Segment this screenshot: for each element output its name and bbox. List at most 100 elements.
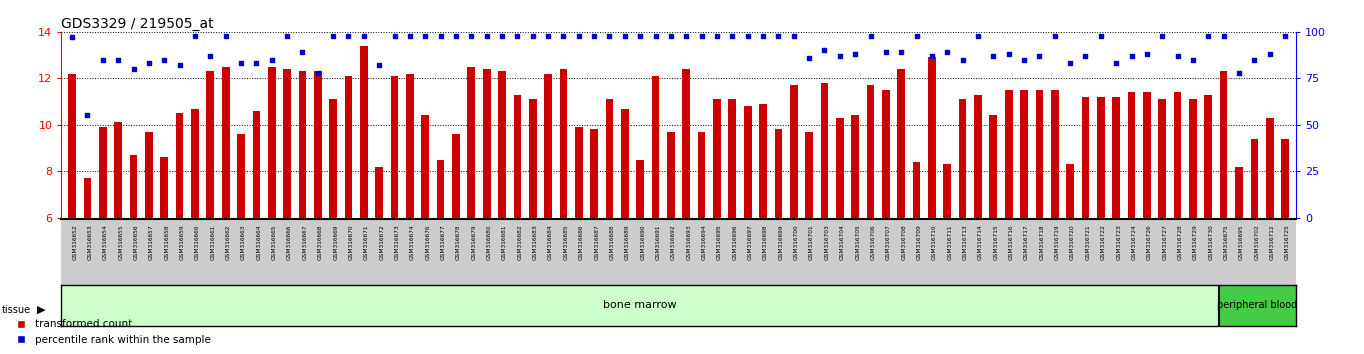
Point (1228, 70, 1249, 75)
Bar (790, 85, 798, 218)
Text: GSM316727: GSM316727 (1162, 225, 1168, 261)
Bar (483, 69, 491, 218)
Point (614, 33, 636, 39)
Bar (161, 157, 168, 218)
Text: GSM316652: GSM316652 (72, 225, 78, 260)
Text: GSM316726: GSM316726 (1147, 225, 1151, 260)
Point (522, 33, 544, 39)
Point (844, 51, 866, 57)
Text: GSM316716: GSM316716 (1009, 225, 1013, 260)
Text: GSM316674: GSM316674 (411, 225, 415, 260)
Bar (1067, 164, 1073, 218)
Text: GSM316718: GSM316718 (1039, 225, 1045, 260)
Point (921, 53, 943, 59)
Bar (83, 178, 91, 218)
Text: GSM316655: GSM316655 (119, 225, 123, 260)
Text: GSM316712: GSM316712 (1270, 225, 1275, 260)
Point (476, 33, 498, 39)
Legend: transformed count, percentile rank within the sample: transformed count, percentile rank withi… (12, 315, 216, 349)
Text: GSM316665: GSM316665 (271, 225, 277, 260)
Bar (989, 115, 997, 218)
Point (906, 33, 928, 39)
Bar (237, 134, 246, 218)
Bar (468, 67, 475, 218)
Point (1183, 57, 1204, 63)
Text: GSM316693: GSM316693 (686, 225, 692, 260)
Bar (390, 76, 398, 218)
Point (1166, 53, 1188, 59)
Point (660, 33, 682, 39)
Bar (698, 132, 705, 218)
Point (1043, 33, 1065, 39)
Bar (345, 76, 352, 218)
Bar (130, 155, 138, 218)
Point (184, 33, 206, 39)
Text: GSM316666: GSM316666 (286, 225, 292, 260)
Text: GSM316683: GSM316683 (533, 225, 537, 260)
Text: GSM316672: GSM316672 (379, 225, 385, 260)
Text: GSM316713: GSM316713 (963, 225, 967, 260)
Text: GSM316685: GSM316685 (563, 225, 569, 260)
Point (461, 33, 483, 39)
Text: GSM316692: GSM316692 (671, 225, 677, 260)
Point (690, 33, 712, 39)
Point (153, 57, 175, 63)
Point (1090, 33, 1112, 39)
Text: peripheral blood: peripheral blood (1217, 300, 1297, 310)
Text: GSM316728: GSM316728 (1177, 225, 1183, 261)
Point (231, 61, 252, 66)
Point (629, 33, 651, 39)
Text: GDS3329 / 219505_at: GDS3329 / 219505_at (61, 17, 214, 31)
Text: GSM316678: GSM316678 (456, 225, 461, 260)
Bar (821, 83, 828, 218)
Text: GSM316730: GSM316730 (1209, 225, 1214, 261)
Point (1151, 33, 1173, 39)
Bar (621, 109, 629, 218)
Text: GSM316714: GSM316714 (978, 225, 983, 260)
Text: tissue: tissue (1, 305, 30, 315)
Bar (1158, 99, 1166, 218)
Point (76, 113, 98, 118)
Bar (145, 132, 153, 218)
Text: GSM316673: GSM316673 (394, 225, 400, 260)
Point (1274, 33, 1296, 39)
Point (1075, 53, 1097, 59)
Bar (1097, 97, 1105, 218)
Text: GSM316698: GSM316698 (762, 225, 768, 260)
Text: GSM316707: GSM316707 (885, 225, 891, 261)
Text: GSM316717: GSM316717 (1024, 225, 1028, 260)
Point (998, 51, 1020, 57)
Text: GSM316670: GSM316670 (348, 225, 353, 260)
Point (123, 66, 145, 72)
Text: GSM316653: GSM316653 (87, 225, 93, 260)
Bar (222, 67, 229, 218)
Text: GSM316725: GSM316725 (1285, 225, 1290, 261)
Point (859, 33, 881, 39)
Bar (1204, 95, 1213, 218)
Text: GSM316671: GSM316671 (364, 225, 368, 260)
Text: GSM316722: GSM316722 (1101, 225, 1106, 261)
Point (307, 70, 329, 75)
Bar (836, 118, 844, 218)
Text: GSM316729: GSM316729 (1194, 225, 1198, 261)
Text: GSM316691: GSM316691 (656, 225, 660, 260)
Point (584, 33, 606, 39)
Point (1213, 33, 1234, 39)
Point (138, 61, 160, 66)
Bar (451, 134, 460, 218)
Point (445, 33, 466, 39)
Point (1198, 33, 1219, 39)
Point (1105, 61, 1127, 66)
Point (61, 35, 83, 40)
Text: GSM316708: GSM316708 (902, 225, 906, 261)
Text: GSM316681: GSM316681 (502, 225, 507, 260)
Point (737, 33, 758, 39)
Text: GSM316663: GSM316663 (241, 225, 246, 260)
Point (506, 33, 528, 39)
Bar (1236, 167, 1243, 218)
Text: GSM316684: GSM316684 (548, 225, 552, 260)
Text: GSM316657: GSM316657 (149, 225, 154, 260)
Text: GSM316704: GSM316704 (840, 225, 844, 261)
Bar (1189, 99, 1196, 218)
Point (214, 33, 236, 39)
